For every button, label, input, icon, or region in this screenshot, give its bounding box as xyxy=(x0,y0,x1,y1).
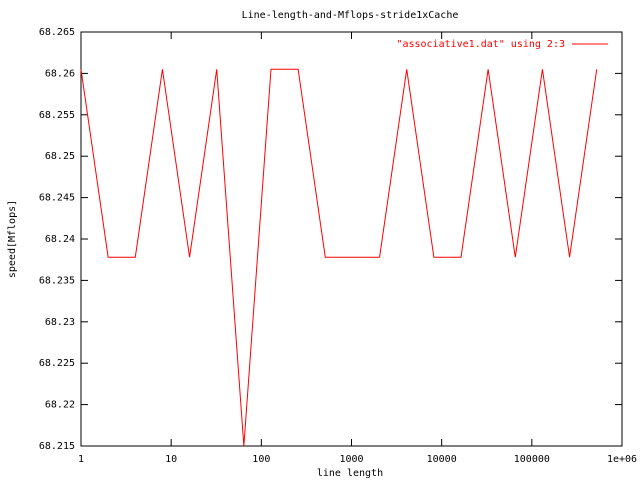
x-tick-label: 10000 xyxy=(427,454,457,465)
y-tick-label: 68.225 xyxy=(39,358,75,369)
y-axis-label: speed[Mflops] xyxy=(7,200,18,278)
y-tick-label: 68.265 xyxy=(39,27,75,38)
y-tick-label: 68.245 xyxy=(39,193,75,204)
x-tick-label: 1e+06 xyxy=(607,454,637,465)
y-tick-label: 68.235 xyxy=(39,275,75,286)
y-tick-label: 68.25 xyxy=(45,151,75,162)
x-tick-label: 1000 xyxy=(339,454,363,465)
y-tick-label: 68.255 xyxy=(39,110,75,121)
x-tick-label: 1 xyxy=(78,454,84,465)
y-tick-label: 68.215 xyxy=(39,441,75,452)
chart-title: Line-length-and-Mflops-stride1xCache xyxy=(242,10,459,21)
y-tick-label: 68.22 xyxy=(45,400,75,411)
legend-label: "associative1.dat" using 2:3 xyxy=(396,39,565,50)
y-tick-label: 68.26 xyxy=(45,68,75,79)
x-tick-label: 100 xyxy=(252,454,270,465)
data-line xyxy=(80,68,598,447)
x-tick-label: 10 xyxy=(165,454,177,465)
x-axis-label: line length xyxy=(317,468,383,479)
x-tick-label: 100000 xyxy=(514,454,550,465)
y-tick-label: 68.23 xyxy=(45,317,75,328)
y-tick-label: 68.24 xyxy=(45,234,75,245)
